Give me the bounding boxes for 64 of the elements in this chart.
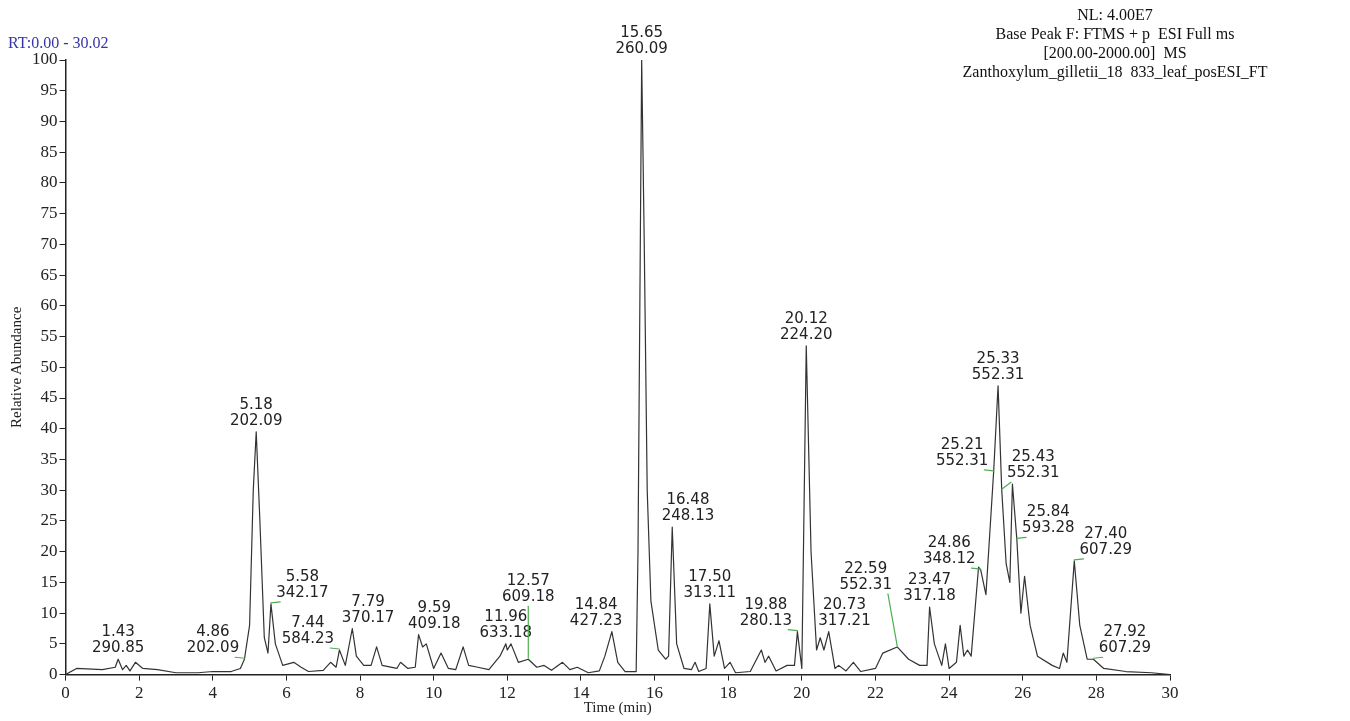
annotation: 27.40 607.29	[1079, 523, 1133, 558]
y-tick-label: 5	[49, 633, 58, 653]
y-axis-title: Relative Abundance	[7, 306, 24, 428]
y-tick-label: 90	[40, 110, 58, 130]
x-tick-label: 30	[1161, 683, 1179, 703]
text: RT:0.00 - 30.02	[8, 34, 109, 51]
x-tick-label: 2	[134, 683, 144, 703]
y-tick-label: 50	[40, 356, 58, 376]
y-tick-label: 80	[40, 172, 58, 192]
x-tick-label: 26	[1014, 683, 1032, 703]
y-tick-label: 100	[32, 49, 58, 69]
y-tick-label: 15	[40, 571, 58, 591]
annotation: 23.47 317.18	[903, 569, 956, 604]
y-tick-label: 40	[40, 418, 58, 438]
annotation: 24.86 348.12	[923, 533, 976, 568]
y-tick-label: 55	[40, 326, 58, 346]
y-tick-label: 30	[40, 479, 58, 499]
x-tick-label: 18	[719, 683, 737, 703]
annotation: 15.65 260.09	[615, 23, 668, 57]
y-tick-label: 20	[40, 541, 58, 561]
y-tick-label: 70	[40, 233, 58, 253]
annotation: 25.21 552.31	[935, 434, 989, 469]
x-tick-label: 4	[208, 683, 218, 703]
annotation: 5.58 342.17	[276, 566, 329, 601]
annotation: 14.84 427.23	[569, 594, 623, 629]
annotation: 22.59 552.31	[839, 558, 892, 593]
annotation: 4.86 202.09	[186, 622, 240, 657]
annotation: 19.88 280.13	[739, 594, 793, 629]
x-tick-label: 8	[355, 683, 365, 703]
y-tick-label: 95	[40, 80, 58, 100]
x-tick-label: 6	[282, 683, 291, 703]
annotation: 5.18 202.09	[229, 394, 283, 429]
y-tick-label: 45	[40, 387, 58, 407]
annotation: [200.00-2000.00] MS	[1043, 44, 1187, 61]
y-tick-label: 25	[40, 510, 58, 530]
text: NL: 4.00E7	[1077, 6, 1153, 23]
annotation: 9.59 409.18	[408, 597, 461, 632]
y-tick-label: 75	[40, 203, 58, 223]
annotation: 16.48 248.13	[661, 490, 715, 525]
y-tick-label: 10	[40, 602, 58, 622]
y-tick-label: 0	[49, 664, 58, 684]
annotation: Zanthoxylum_gilletii_18 833_leaf_posESI_FT	[962, 63, 1268, 81]
annotation: 20.73 317.21	[818, 594, 871, 629]
y-tick-label: 85	[40, 141, 58, 161]
y-tick-label: 60	[40, 295, 58, 315]
annotation: 1.43 290.85	[91, 622, 145, 657]
y-tick-label: 35	[40, 448, 58, 468]
annotation: 25.33 552.31	[971, 348, 1025, 383]
x-tick-label: 22	[866, 683, 884, 703]
x-tick-label: 10	[425, 683, 443, 703]
x-tick-label: 12	[498, 683, 516, 703]
annotation: 27.92 607.29	[1098, 622, 1152, 657]
text: Base Peak F: FTMS + p ESI Full ms	[995, 25, 1235, 43]
annotation: 7.44 584.23	[281, 613, 335, 648]
annotation: 7.79 370.17	[341, 591, 395, 626]
annotation: 20.12 224.20	[780, 308, 833, 343]
x-tick-label: 28	[1087, 683, 1105, 703]
annotation: 17.50 313.11	[683, 566, 737, 601]
annotation: 12.57 609.18	[502, 571, 555, 606]
y-tick-label: 65	[40, 264, 58, 284]
x-tick-label: 24	[940, 683, 959, 703]
annotation: 25.84 593.28	[1022, 502, 1075, 537]
annotation: 25.43 552.31	[1006, 447, 1060, 482]
x-tick-label: 20	[793, 683, 811, 703]
